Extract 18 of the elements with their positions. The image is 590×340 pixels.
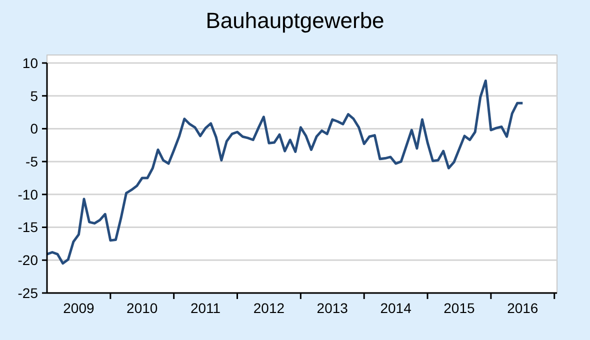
y-tick-label: 5 <box>30 88 38 104</box>
x-tick-label: 2009 <box>63 300 94 316</box>
x-tick-label: 2012 <box>253 300 285 316</box>
y-tick-label: 0 <box>30 120 38 137</box>
y-tick-label: -20 <box>18 252 38 268</box>
y-tick-label: -25 <box>18 284 38 301</box>
x-tick-label: 2014 <box>380 300 412 316</box>
line-series <box>46 79 524 265</box>
x-tick-label: 2013 <box>316 300 348 316</box>
y-tick-label: -15 <box>18 219 38 236</box>
y-tick-label: -5 <box>26 153 38 170</box>
x-tick-label: 2010 <box>126 300 158 316</box>
y-tick-label: 10 <box>22 54 38 71</box>
x-tick-label: 2016 <box>507 300 538 316</box>
chart-title: Bauhauptgewerbe <box>206 8 384 33</box>
x-tick-label: 2015 <box>444 300 476 316</box>
x-tick-label: 2011 <box>190 300 221 316</box>
y-tick-label: -10 <box>18 186 38 202</box>
